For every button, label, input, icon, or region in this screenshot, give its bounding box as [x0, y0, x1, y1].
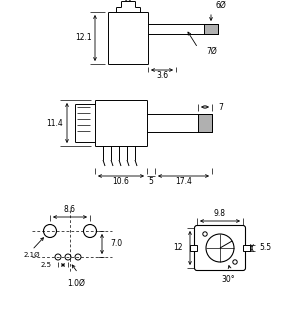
Bar [190, 245, 197, 251]
Text: 1.0Ø: 1.0Ø [67, 279, 85, 288]
Bar [204, 24, 218, 34]
Text: 12: 12 [173, 243, 183, 252]
Text: 7Ø: 7Ø [206, 46, 217, 56]
Text: 30°: 30° [221, 275, 235, 284]
Text: 5.5: 5.5 [259, 243, 271, 252]
Text: 5: 5 [148, 178, 153, 187]
Text: 2.5: 2.5 [41, 262, 52, 268]
Text: 3.6: 3.6 [156, 71, 168, 81]
Text: 9.8: 9.8 [214, 210, 226, 218]
Text: 7.0: 7.0 [110, 240, 122, 248]
Text: 10.6: 10.6 [112, 178, 129, 187]
Text: 17.4: 17.4 [175, 178, 192, 187]
Text: 8.6: 8.6 [64, 206, 76, 215]
Bar [198, 114, 212, 132]
Text: 7: 7 [218, 103, 223, 112]
FancyBboxPatch shape [194, 225, 245, 270]
Text: 11.4: 11.4 [46, 118, 63, 128]
Bar [243, 245, 250, 251]
Text: 6Ø: 6Ø [215, 1, 226, 10]
Text: 12.1: 12.1 [76, 34, 92, 42]
Text: 2.1Ø: 2.1Ø [24, 252, 40, 258]
